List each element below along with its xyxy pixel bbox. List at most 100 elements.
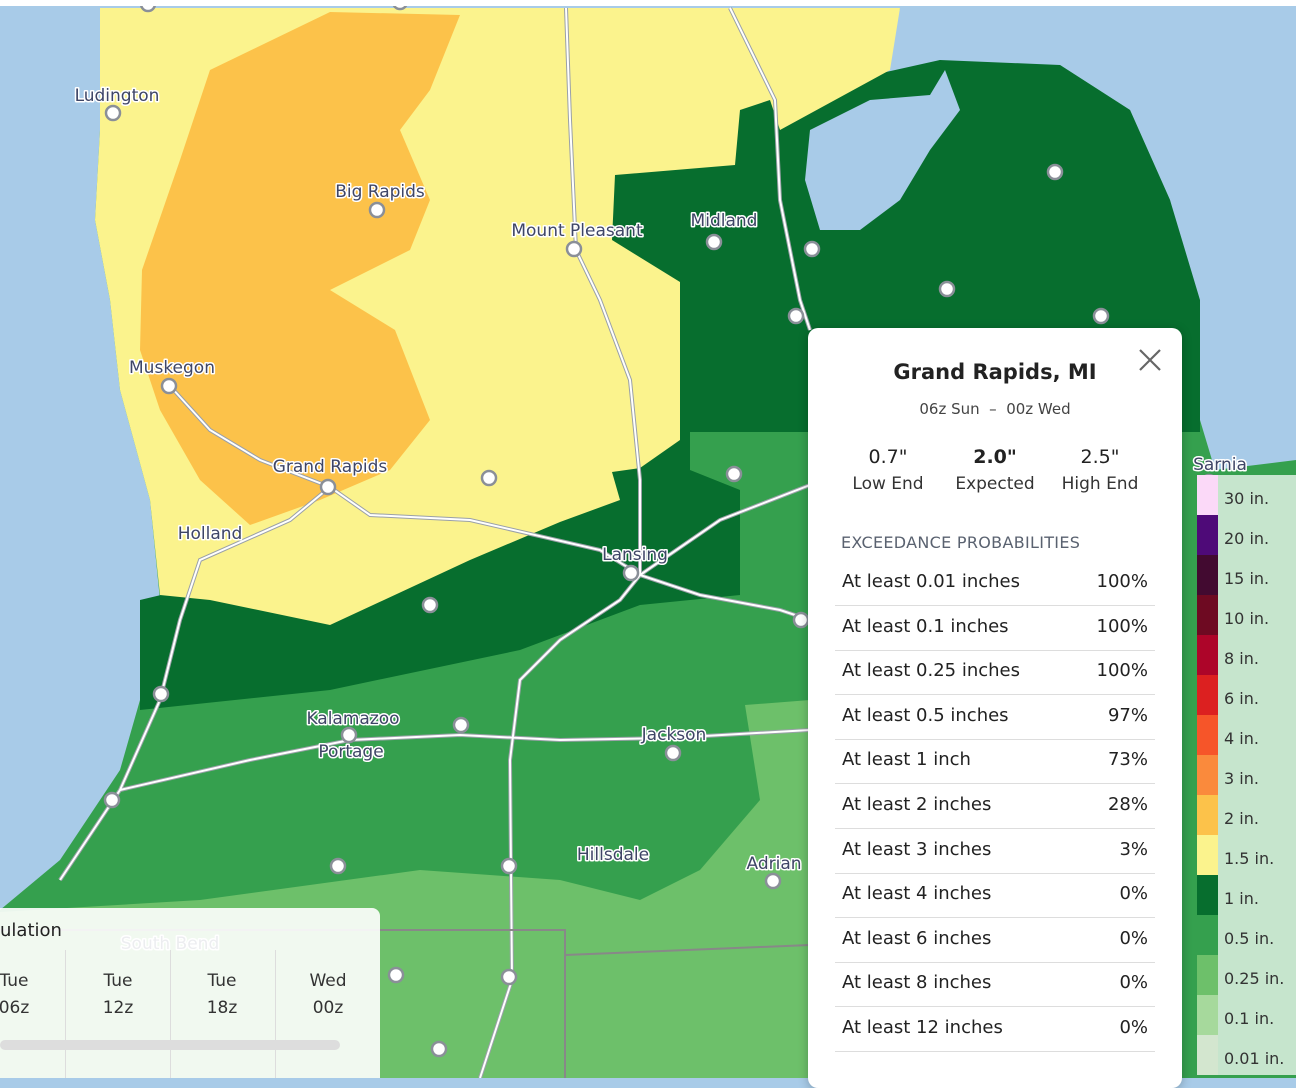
probability-row: At least 8 inches 0%	[835, 962, 1155, 1008]
city-dot	[938, 280, 956, 298]
city-dot	[622, 564, 640, 582]
legend-label: 6 in.	[1224, 689, 1259, 708]
divider	[170, 950, 171, 1078]
row-label: At least 0.25 inches	[842, 660, 1021, 682]
city-dot	[1046, 163, 1064, 181]
legend-label: 3 in.	[1224, 769, 1259, 788]
time-slot[interactable]: Wed 00z	[276, 968, 380, 1022]
road	[169, 385, 811, 621]
legend-swatch	[1197, 675, 1218, 715]
stat-value: 0.7"	[868, 446, 908, 468]
row-label: At least 8 inches	[842, 972, 992, 994]
row-value: 73%	[1107, 749, 1148, 771]
legend-bg	[1218, 1035, 1296, 1075]
stat: 2.5" High End	[1045, 446, 1155, 494]
scrollbar[interactable]	[0, 1040, 340, 1050]
bay-water	[805, 70, 960, 230]
row-label: At least 12 inches	[842, 1017, 1003, 1038]
city-dot	[705, 233, 723, 251]
legend-bg	[1218, 475, 1296, 515]
stat-label: Low End	[852, 474, 924, 494]
row-label: At least 2 inches	[842, 794, 992, 815]
panel-title: ulation	[0, 920, 62, 941]
city-dot	[725, 465, 743, 483]
stat-value: 2.5"	[1080, 446, 1120, 468]
city-label: Lansing	[602, 545, 668, 565]
city-dot	[664, 744, 682, 762]
row-label: At least 1 inch	[842, 749, 971, 771]
legend-bg	[1218, 795, 1296, 835]
row-label: At least 0.5 inches	[842, 704, 1009, 726]
legend-label: 4 in.	[1224, 729, 1259, 748]
row-value: 100%	[1096, 615, 1148, 637]
city-label: Mount Pleasant	[511, 221, 643, 241]
stat-label: High End	[1061, 474, 1139, 494]
city-label: Midland	[691, 211, 758, 231]
dots	[103, 0, 1218, 1058]
city-dot	[329, 857, 347, 875]
row-value: 0%	[1119, 1017, 1148, 1038]
legend-label: 1 in.	[1224, 889, 1259, 908]
city-dot	[421, 596, 439, 614]
city-dot	[764, 872, 782, 890]
city-dot	[792, 611, 810, 629]
stat-label: Expected	[955, 474, 1035, 494]
road	[639, 484, 811, 576]
section-heading: EXCEEDANCE PROBABILITIES	[841, 533, 1081, 552]
row-value: 0%	[1119, 883, 1148, 905]
legend-swatch	[1197, 515, 1218, 555]
stat: 0.7" Low End	[833, 446, 943, 494]
legend-label: 1.5 in.	[1224, 849, 1275, 868]
legend-label: 20 in.	[1224, 529, 1270, 548]
probability-row: At least 12 inches 0%	[835, 1007, 1155, 1052]
top-bar	[0, 0, 1296, 6]
probability-row: At least 3 inches 3%	[835, 829, 1155, 874]
legend-swatch	[1197, 635, 1218, 675]
legend-bg	[1218, 715, 1296, 755]
legend-label: 2 in.	[1224, 809, 1259, 828]
legend-bg	[1218, 755, 1296, 795]
legend-bg	[1218, 555, 1296, 595]
road	[119, 729, 811, 791]
city-dot	[104, 104, 122, 122]
city-dot	[452, 716, 470, 734]
row-value: 3%	[1119, 838, 1148, 860]
probability-row: At least 4 inches 0%	[835, 873, 1155, 919]
legend-swatch	[1197, 475, 1218, 515]
time-slot[interactable]: Tue 12z	[66, 968, 170, 1022]
slot-time: 06z	[0, 998, 30, 1018]
city-label: Kalamazoo	[306, 709, 399, 729]
city-dot	[340, 726, 358, 744]
legend-bg	[1218, 515, 1296, 555]
city-label: Hillsdale	[577, 845, 649, 865]
city-label: Grand Rapids	[273, 457, 388, 477]
time-slot[interactable]: Tue 06z	[0, 968, 66, 1022]
legend-swatch	[1197, 795, 1218, 835]
legend-swatch	[1197, 595, 1218, 635]
city-dot	[480, 469, 498, 487]
popup-title: Grand Rapids, MI	[893, 360, 1097, 384]
city-dot	[803, 240, 821, 258]
road	[729, 7, 811, 331]
time-slot[interactable]: Tue 18z	[170, 968, 274, 1022]
popup: Grand Rapids, MI 06z Sun – 00z Wed EXCEE…	[808, 328, 1182, 1088]
close-button[interactable]	[1136, 346, 1164, 374]
legend-bg	[1218, 955, 1296, 995]
city-dot	[787, 307, 805, 325]
legend-label: 15 in.	[1224, 569, 1270, 588]
legend-label: 0.01 in.	[1224, 1049, 1285, 1068]
slot-day: Tue	[207, 971, 237, 991]
legend-swatch	[1197, 555, 1218, 595]
labels: Ludington Big Rapids Mount Pleasant Midland…	[73, 85, 1248, 956]
city-dot	[368, 201, 386, 219]
legend-label: 30 in.	[1224, 489, 1270, 508]
slot-day: Tue	[0, 971, 29, 991]
city-label: Adrian	[746, 854, 801, 874]
city-label: Sarnia	[1193, 455, 1247, 475]
probability-row: At least 0.1 inches 100%	[835, 606, 1155, 651]
city-label: Big Rapids	[335, 182, 425, 202]
legend-swatch	[1197, 955, 1218, 995]
legend-swatch	[1197, 1035, 1218, 1075]
city-dot	[430, 1040, 448, 1058]
orange-area	[140, 12, 460, 525]
